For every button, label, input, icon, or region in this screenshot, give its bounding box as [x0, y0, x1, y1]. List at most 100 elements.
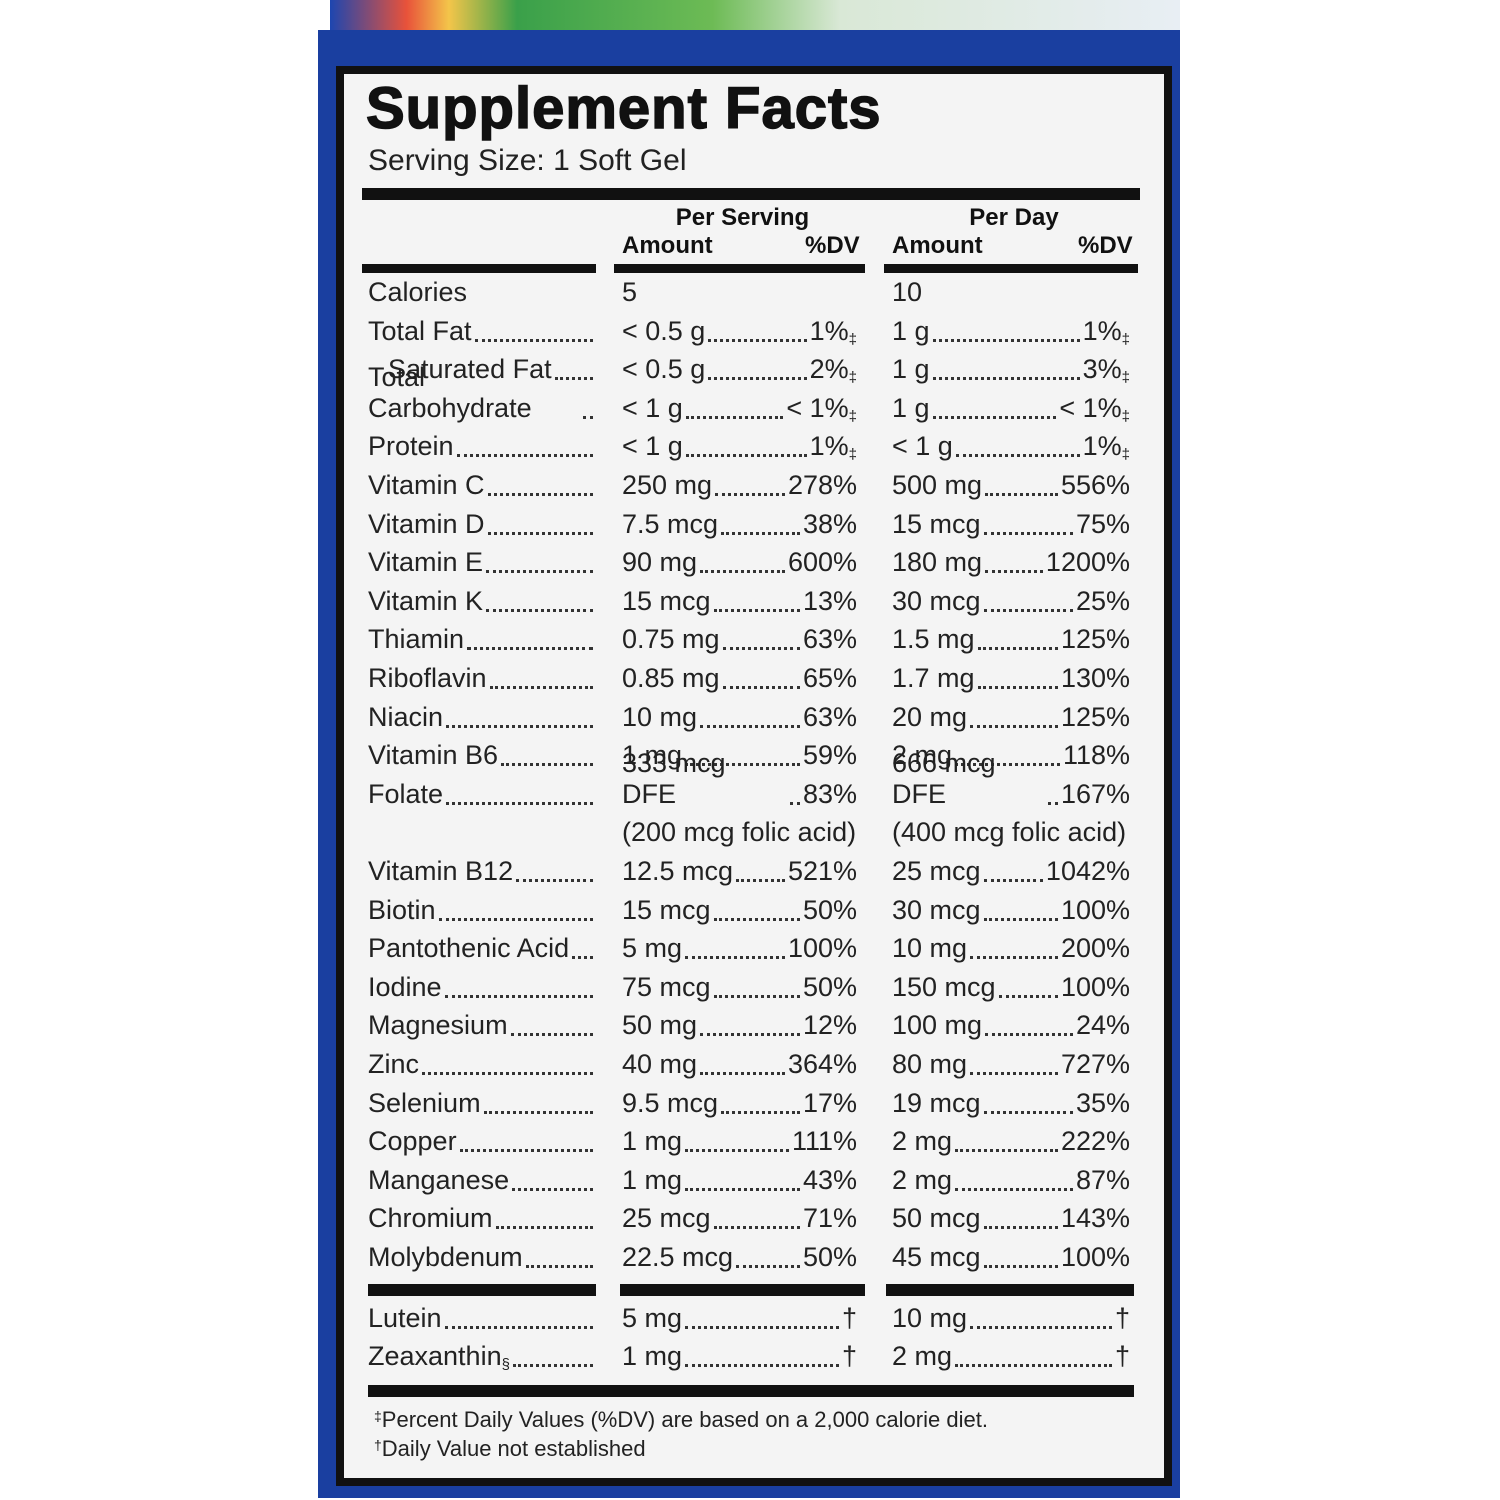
nutrient-row: Thiamin 0.75 mg 63% 1.5 mg 125% [368, 621, 1140, 659]
nutrient-name: Protein [368, 431, 454, 462]
dv: 59% [802, 740, 857, 771]
amount: 90 mg [622, 547, 698, 578]
nutrient-name: Saturated Fat [388, 354, 552, 385]
rule [886, 1283, 1134, 1296]
dv: 100% [1060, 1242, 1130, 1272]
leader [583, 415, 593, 419]
amount: 5 mg [622, 1302, 683, 1333]
cell: 1 mg 43% [622, 1165, 857, 1196]
leader [932, 338, 1080, 342]
cell: Manganese [368, 1165, 596, 1196]
amount: 2 mg [892, 1341, 953, 1372]
dv: 83% [802, 778, 857, 809]
leader [721, 1110, 800, 1114]
cell: 5 mg 100% [622, 933, 857, 964]
dv: † [1114, 1341, 1130, 1372]
dv: 35% [1075, 1087, 1130, 1118]
nutrient-name: Total Carbohydrate [368, 361, 532, 423]
leader [516, 879, 593, 882]
leader [525, 1265, 593, 1268]
cell: 25 mcg 71% [622, 1203, 857, 1234]
leader [685, 763, 800, 767]
cell: 15 mcg 75% [892, 509, 1130, 540]
leader [446, 724, 593, 728]
cell: 500 mg 556% [892, 470, 1130, 501]
amount: < 0.5 g [622, 315, 706, 346]
nutrient-row: Pantothenic Acid 5 mg 100% 10 mg 200% [368, 930, 1140, 968]
rule [362, 188, 1140, 200]
dv: 63% [802, 701, 857, 732]
leader [985, 570, 1043, 574]
dv: 17% [802, 1087, 857, 1118]
dv: 125% [1060, 624, 1130, 655]
nutrient-name: Molybdenum [368, 1242, 523, 1272]
cell: 25 mcg 1042% [892, 856, 1130, 887]
dv: 65% [802, 663, 857, 693]
leader [970, 724, 1058, 728]
note: (200 mcg folic acid) [622, 817, 857, 848]
leader [572, 956, 593, 960]
leader [444, 994, 593, 998]
nutrient-row: Niacin 10 mg 63% 20 mg 125% [368, 699, 1140, 737]
leader [486, 608, 593, 612]
nutrient-row: Zeaxanthin § 1 mg † 2 mg † [368, 1338, 1140, 1376]
dv: 1200% [1045, 547, 1130, 578]
cell: 5 mg † [622, 1303, 857, 1334]
cell: 333 mcg DFE 83% [622, 748, 857, 810]
amount: 2 mg [892, 1126, 953, 1157]
leader [554, 377, 593, 381]
cell: 15 mcg 13% [622, 586, 857, 617]
amount: 2 mg [892, 740, 953, 771]
leader [438, 917, 593, 921]
dv: 556% [1060, 470, 1130, 500]
column-heading: Per Day [969, 204, 1059, 231]
amount: 30 mcg [892, 585, 981, 616]
leader [512, 1364, 593, 1368]
amount: 150 mcg [892, 971, 996, 1002]
leader [713, 994, 800, 998]
dv: 38% [802, 508, 857, 539]
cell: Total Fat [368, 316, 596, 347]
amount: 20 mg [892, 701, 968, 732]
amount: 1 g [892, 392, 930, 423]
cell: Zeaxanthin § [368, 1341, 596, 1372]
rule [614, 264, 865, 273]
leader [955, 454, 1080, 458]
nutrient-row: Vitamin E 90 mg 600% 180 mg 1200% [368, 544, 1140, 582]
nutrient-row: Protein < 1 g 1% ‡ < 1 g 1% ‡ [368, 428, 1140, 466]
dv: 43% [802, 1164, 857, 1195]
leader [474, 338, 593, 342]
amount: 180 mg [892, 547, 983, 578]
leader [983, 1226, 1058, 1230]
nutrient-row: Vitamin C 250 mg 278% 500 mg 556% [368, 467, 1140, 505]
amount: 40 mg [622, 1049, 698, 1079]
column-dv: %DV [1078, 232, 1133, 259]
amount: 19 mcg [892, 1087, 981, 1118]
nutrient-row: Folate 333 mcg DFE 83% 666 mcg DFE 167% [368, 748, 1140, 814]
leader [486, 570, 593, 574]
dv: 200% [1060, 933, 1130, 964]
leader [970, 956, 1058, 960]
dv: 364% [787, 1049, 857, 1079]
dv: 1% [1082, 315, 1122, 346]
amount: < 1 g [892, 431, 953, 462]
amount: 100 mg [892, 1010, 983, 1041]
cell: Copper [368, 1126, 596, 1157]
amount: 1 g [892, 315, 930, 346]
amount: < 0.5 g [622, 354, 706, 385]
leader [685, 1364, 839, 1368]
dv: 118% [1062, 740, 1130, 771]
footnote: †Daily Value not established [374, 1437, 646, 1460]
leader [487, 531, 593, 535]
nutrient-name: Manganese [368, 1164, 510, 1195]
leader [685, 1325, 839, 1329]
footnote-mark: ‡ [848, 446, 857, 464]
footnote-text: Percent Daily Values (%DV) are based on … [381, 1406, 988, 1432]
dv: 278% [787, 470, 857, 500]
nutrient-name: Zeaxanthin [368, 1341, 502, 1372]
footnote-mark: ‡ [1121, 330, 1130, 348]
amount: 5 [622, 277, 638, 307]
dv: 222% [1060, 1126, 1130, 1157]
rule [362, 264, 596, 273]
title: Supplement Facts [365, 76, 882, 141]
